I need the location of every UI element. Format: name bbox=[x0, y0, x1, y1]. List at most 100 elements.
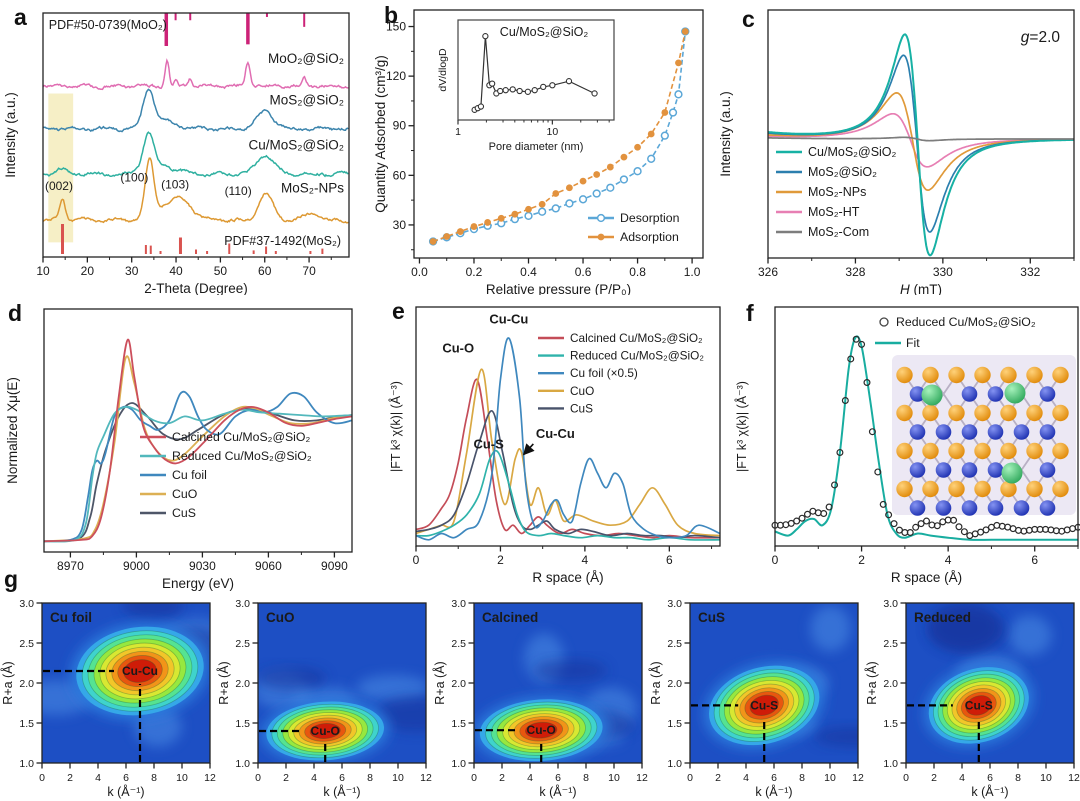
legend-item: Calcined Cu/MoS₂@SiO₂ bbox=[538, 331, 703, 345]
bond-label: Cu-Cu bbox=[122, 664, 158, 678]
plot-border bbox=[413, 9, 704, 259]
y-axis-label: Quantity Adsorbed (cm³/g) bbox=[373, 55, 388, 213]
legend-item: MoS₂-NPs bbox=[776, 185, 866, 199]
plot-border bbox=[767, 9, 1075, 259]
x-tick-label: 50 bbox=[214, 264, 228, 278]
sample-name-label: CuS bbox=[698, 610, 725, 625]
x-tick-label: 326 bbox=[758, 265, 778, 279]
y-tick-label: 3.0 bbox=[235, 598, 250, 610]
legend-label: CuO bbox=[172, 487, 197, 501]
exafs-series-4 bbox=[415, 368, 721, 537]
sample-name-label: Reduced bbox=[914, 610, 971, 625]
legend-item: Calcined Cu/MoS₂@SiO₂ bbox=[140, 430, 310, 444]
panel-letter-f: f bbox=[746, 300, 754, 326]
legend-label: Calcined Cu/MoS₂@SiO₂ bbox=[570, 331, 703, 345]
x-tick-label: 0 bbox=[772, 553, 779, 567]
x-tick-label: 6 bbox=[123, 772, 129, 784]
legend-label: Cu/MoS₂@SiO₂ bbox=[808, 145, 897, 159]
x-tick-label: 9030 bbox=[189, 559, 216, 573]
legend-label: MoS₂-NPs bbox=[808, 185, 866, 199]
x-tick-label: 0.8 bbox=[629, 265, 646, 279]
wavelet-svg-cuo: CuO Cu-O 0 2 4 6 8 10 12 1.0 1.5 2.0 2.5 3.0 k (Å⁻¹) R+… bbox=[216, 598, 432, 799]
curve-label: MoS₂@SiO₂ bbox=[270, 93, 344, 108]
exafs-fit-chart: Reduced Cu/MoS₂@SiO₂ Fit 0 2 4 6 R space (Å) |F… bbox=[732, 295, 1080, 598]
x-tick-label: 8 bbox=[151, 772, 157, 784]
x-tick-label: 10 bbox=[176, 772, 188, 784]
x-tick-label: 6 bbox=[1031, 553, 1038, 567]
y-tick-label: 3.0 bbox=[667, 598, 682, 610]
cu-atom bbox=[921, 384, 943, 406]
x-tick-label: 0 bbox=[471, 772, 477, 784]
legend-item: Desorption bbox=[588, 211, 680, 225]
contour-map bbox=[258, 603, 426, 763]
x-tick-label: 330 bbox=[933, 265, 953, 279]
legend-label: CuS bbox=[570, 401, 593, 415]
y-tick-label: 2.0 bbox=[235, 678, 250, 690]
x-axis-label: k (Å⁻¹) bbox=[539, 784, 576, 799]
x-tick-label: 8 bbox=[367, 772, 373, 784]
y-tick-label: 3.0 bbox=[883, 598, 898, 610]
xrd-series-4 bbox=[42, 157, 349, 224]
legend-item: MoS₂-Com bbox=[776, 225, 869, 239]
x-tick-label: 332 bbox=[1020, 265, 1040, 279]
x-tick-label: 2 bbox=[67, 772, 73, 784]
y-tick-label: 1.0 bbox=[235, 758, 250, 770]
bond-annotation: Cu-Cu bbox=[489, 312, 528, 327]
x-tick-label: 2 bbox=[283, 772, 289, 784]
legend-item: Cu foil bbox=[140, 468, 207, 482]
y-axis-label: |FT k³ χ(k)| (Å⁻³) bbox=[734, 381, 749, 472]
wavelet-svg-reduced: Reduced Cu-S 0 2 4 6 8 10 12 1.0 1.5 2.0 2.5 3.0 k (Å⁻… bbox=[864, 598, 1080, 799]
y-axis-label: R+a (Å) bbox=[0, 661, 15, 704]
legend-item: Cu/MoS₂@SiO₂ bbox=[776, 145, 897, 159]
epr-svg: Cu/MoS₂@SiO₂ MoS₂@SiO₂ MoS₂-NPs MoS₂-HT MoS₂… bbox=[718, 9, 1075, 297]
x-axis-label: R space (Å) bbox=[891, 570, 962, 585]
panel-letter-d: d bbox=[8, 300, 23, 326]
legend-label: MoS₂@SiO₂ bbox=[808, 165, 877, 179]
wavelet-cus-chart: CuS Cu-S 0 2 4 6 8 10 12 1.0 1.5 2.0 2.5 3.0 k (Å⁻¹) R+… bbox=[648, 593, 864, 801]
fit-line bbox=[774, 335, 1078, 541]
legend-label: Calcined Cu/MoS₂@SiO₂ bbox=[172, 430, 310, 444]
exafs-series-2 bbox=[415, 449, 721, 541]
legend-item: Adsorption bbox=[588, 230, 679, 244]
y-axis-label: R+a (Å) bbox=[216, 661, 231, 704]
sample-name-label: Cu foil bbox=[50, 610, 92, 625]
x-axis-label: k (Å⁻¹) bbox=[755, 784, 792, 799]
annotation-arrow bbox=[522, 443, 535, 456]
mos2-structure-inset bbox=[892, 355, 1076, 516]
x-tick-label: 0 bbox=[903, 772, 909, 784]
x-tick-label: 4 bbox=[311, 772, 317, 784]
adsorption-chart: Desorption Adsorption 0.0 0.2 0.4 0.6 0.8 1.0 30… bbox=[372, 0, 714, 300]
legend-item: MoS₂@SiO₂ bbox=[776, 165, 877, 179]
y-axis-label: Intensity (a.u.) bbox=[718, 91, 733, 177]
xanes-svg: Calcined Cu/MoS₂@SiO₂ Reduced Cu/MoS₂@SiO… bbox=[5, 308, 353, 591]
epr-chart: Cu/MoS₂@SiO₂ MoS₂@SiO₂ MoS₂-NPs MoS₂-HT MoS₂… bbox=[714, 0, 1080, 300]
x-tick-label: 30 bbox=[125, 264, 139, 278]
x-tick-label: 6 bbox=[339, 772, 345, 784]
x-tick-label: 12 bbox=[420, 772, 432, 784]
miller-index-label: (110) bbox=[225, 184, 252, 198]
legend-label: Reduced Cu/MoS₂@SiO₂ bbox=[896, 315, 1036, 329]
x-tick-label: 6 bbox=[987, 772, 993, 784]
isotherm-svg: Desorption Adsorption 0.0 0.2 0.4 0.6 0.8 1.0 30… bbox=[373, 9, 704, 297]
x-tick-label: 10 bbox=[608, 772, 620, 784]
x-tick-label: 8 bbox=[583, 772, 589, 784]
x-tick-label: 4 bbox=[743, 772, 749, 784]
x-tick-label: 2 bbox=[858, 553, 865, 567]
xrd-series-3 bbox=[42, 131, 349, 178]
y-tick-label: 2.0 bbox=[667, 678, 682, 690]
plot-border bbox=[415, 306, 721, 547]
x-tick-label: 4 bbox=[95, 772, 101, 784]
x-axis-label: k (Å⁻¹) bbox=[107, 784, 144, 799]
legend-item: CuO bbox=[538, 384, 594, 398]
miller-index-label: (103) bbox=[161, 178, 189, 192]
y-tick-label: 2.5 bbox=[667, 638, 682, 650]
legend-item: CuS bbox=[538, 401, 593, 415]
x-tick-label: 0.2 bbox=[466, 265, 483, 279]
y-tick-label: 90 bbox=[393, 119, 407, 133]
legend-item: CuS bbox=[140, 506, 196, 520]
legend-label: CuO bbox=[570, 384, 594, 398]
x-tick-label: 10 bbox=[392, 772, 404, 784]
y-tick-label: 3.0 bbox=[19, 598, 34, 610]
y-tick-label: 2.0 bbox=[883, 678, 898, 690]
y-tick-label: 2.5 bbox=[451, 638, 466, 650]
